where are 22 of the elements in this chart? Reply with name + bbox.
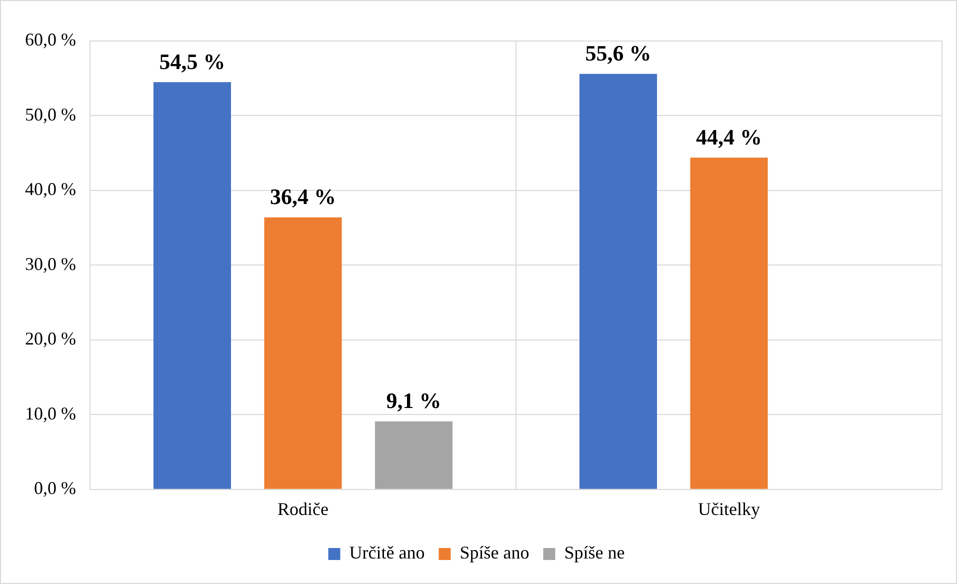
- legend-label: Spíše ano: [460, 542, 530, 563]
- data-label: 44,4 %: [696, 124, 762, 150]
- y-tick-label: 50,0 %: [24, 104, 76, 124]
- data-label: 36,4 %: [270, 184, 336, 210]
- x-tick-label: Rodiče: [277, 498, 328, 519]
- y-tick-label: 10,0 %: [24, 403, 76, 424]
- y-tick-label: 20,0 %: [24, 328, 76, 349]
- bar: [153, 82, 231, 489]
- bar: [690, 158, 768, 489]
- y-tick-label: 0,0 %: [34, 478, 76, 498]
- y-tick-label: 40,0 %: [24, 179, 76, 200]
- data-label: 9,1 %: [386, 388, 442, 414]
- bar: [374, 421, 453, 489]
- x-tick-label: Učitelky: [698, 498, 760, 519]
- legend-label: Určitě ano: [349, 542, 425, 563]
- y-tick-label: 60,0 %: [24, 30, 76, 50]
- y-tick-label: 30,0 %: [24, 254, 76, 274]
- legend-label: Spíše ne: [564, 542, 625, 563]
- bar: [264, 217, 342, 489]
- data-label: 54,5 %: [159, 48, 226, 74]
- data-label: 55,6 %: [585, 40, 652, 66]
- bar: [579, 74, 658, 489]
